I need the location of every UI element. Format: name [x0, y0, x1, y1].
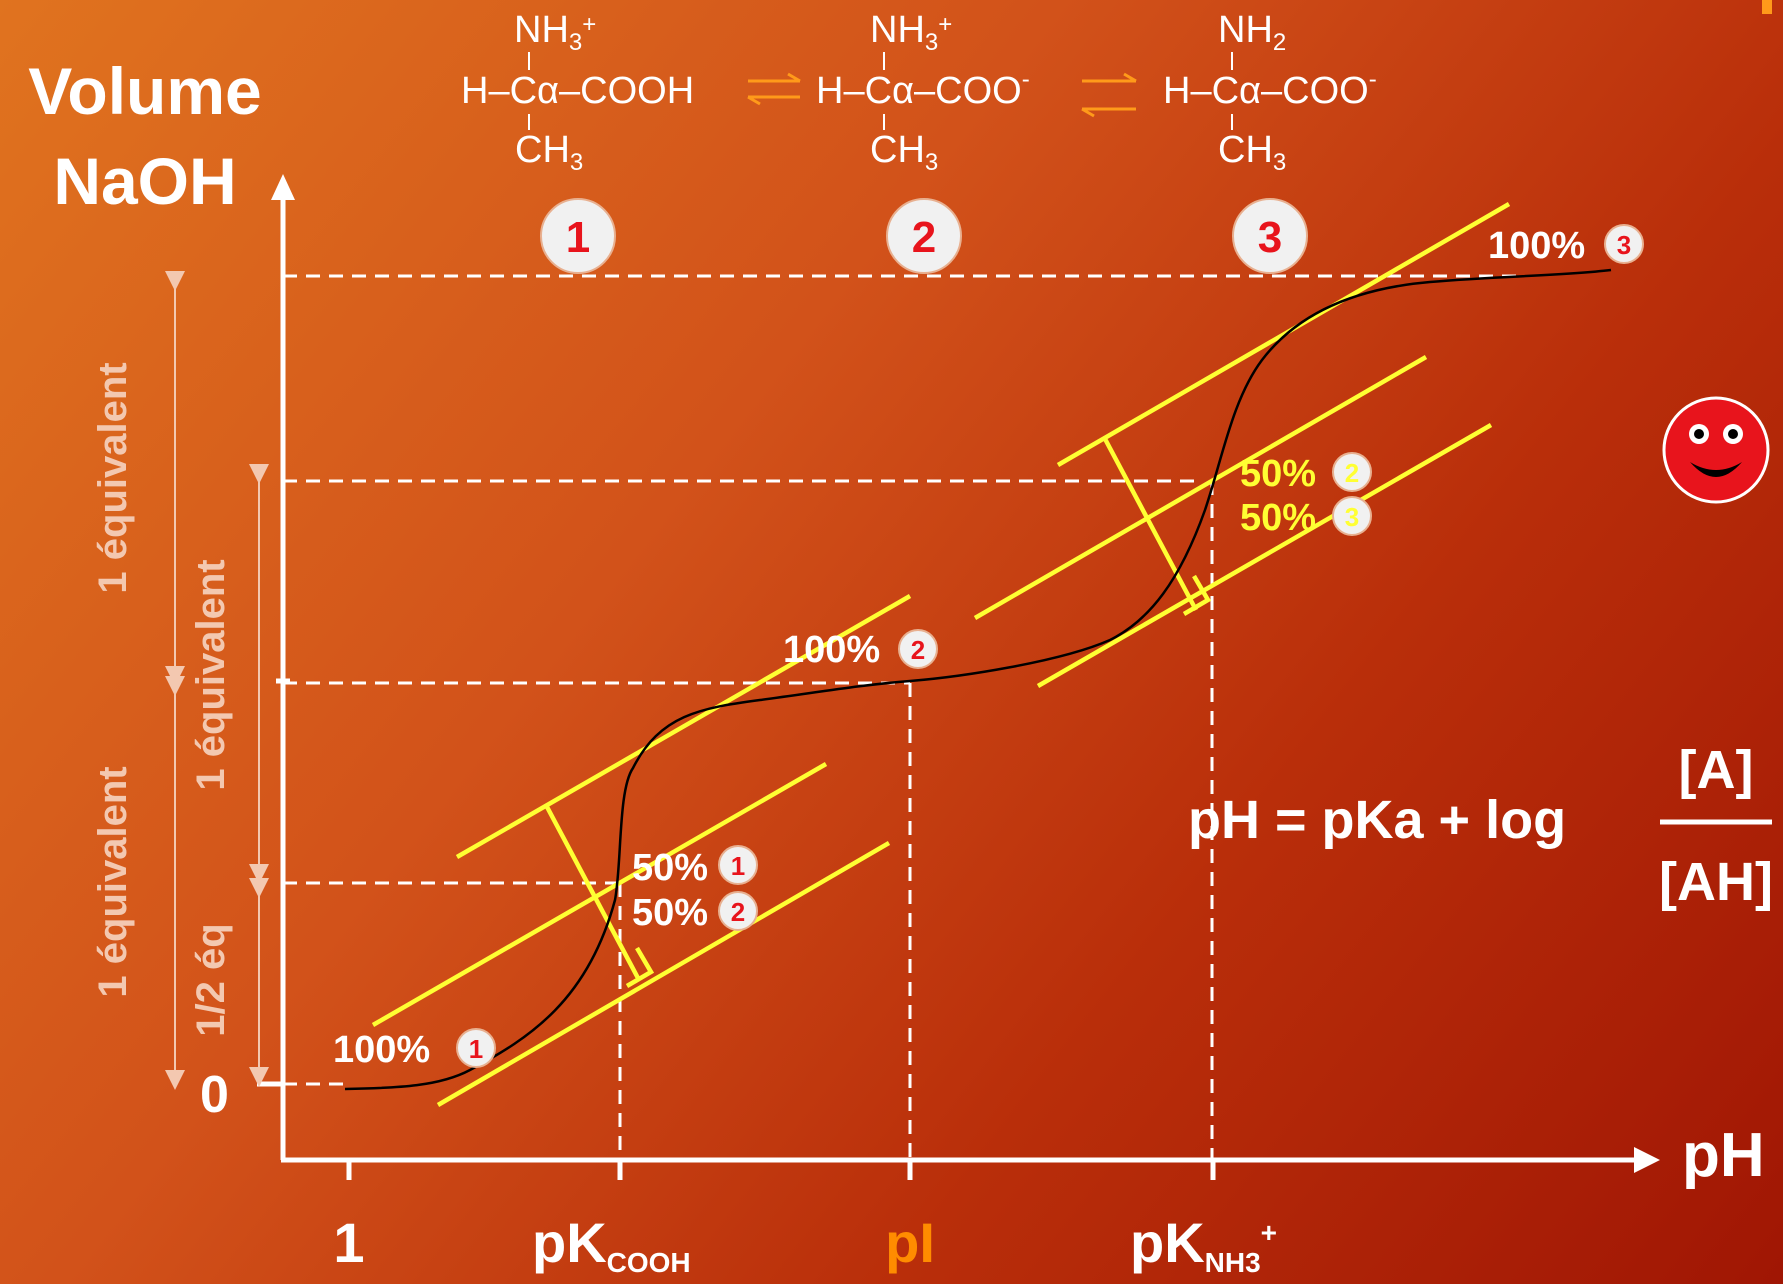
tangent-construction-1	[371, 594, 912, 1107]
x-label-pi: pI	[885, 1211, 935, 1274]
annotation-50pct-species-2-low: 50% 2	[632, 891, 758, 934]
svg-text:100%: 100%	[333, 1029, 430, 1071]
species-badge-1: 1	[540, 198, 616, 274]
tangent-construction-2	[973, 202, 1511, 688]
svg-text:100%: 100%	[783, 629, 880, 671]
svg-text:100%: 100%	[1488, 225, 1585, 267]
annotation-100pct-species-3: 100% 3	[1488, 224, 1644, 267]
svg-text:3: 3	[1258, 213, 1282, 262]
henderson-hasselbalch-formula: pH = pKa + log [A] [AH]	[1188, 740, 1773, 912]
svg-text:CH3: CH3	[515, 129, 583, 176]
y-axis-title-line2: NaOH	[53, 144, 236, 218]
svg-text:2: 2	[1345, 458, 1359, 488]
svg-text:H–Cα–COOH: H–Cα–COOH	[461, 70, 694, 112]
svg-text:1: 1	[469, 1034, 483, 1064]
annotation-50pct-species-2-high: 50% 2	[1240, 452, 1372, 495]
corner-accent	[1762, 0, 1772, 14]
y-axis-arrow-icon	[271, 174, 295, 200]
annotation-100pct-species-2: 100% 2	[783, 629, 938, 671]
x-label-pk-nh3: pKNH3+	[1130, 1211, 1277, 1278]
bracket-outer-lower: 1 équivalent	[91, 676, 185, 1090]
annotation-50pct-species-1: 50% 1	[632, 845, 758, 889]
svg-text:1: 1	[566, 213, 590, 262]
svg-text:50%: 50%	[632, 892, 708, 934]
svg-text:CH3: CH3	[1218, 129, 1286, 176]
svg-text:pKCOOH: pKCOOH	[532, 1211, 691, 1278]
label-1-equivalent-inner: 1 équivalent	[189, 559, 233, 790]
y-axis-zero-label: 0	[200, 1066, 229, 1124]
formula-denominator: [AH]	[1659, 852, 1773, 912]
svg-text:3: 3	[1617, 230, 1631, 260]
svg-text:50%: 50%	[1240, 497, 1316, 539]
label-1-equivalent-lower: 1 équivalent	[91, 766, 135, 997]
bracket-inner-upper: 1 équivalent	[189, 464, 269, 884]
x-label-pk-cooh: pKCOOH	[532, 1211, 691, 1278]
x-axis-title: pH	[1682, 1121, 1765, 1190]
species-1-structure: NH3+ H–Cα–COOH CH3	[461, 9, 694, 176]
x-label-1: 1	[333, 1211, 364, 1274]
bracket-inner-lower: 1/2 éq	[189, 878, 269, 1087]
svg-text:1: 1	[731, 851, 745, 881]
species-badge-2: 2	[886, 198, 962, 274]
smiley-face-icon	[1662, 396, 1770, 504]
species-2-structure: NH3+ H–Cα–COO- CH3	[816, 9, 1030, 176]
svg-text:2: 2	[912, 213, 936, 262]
svg-text:H–Cα–COO-: H–Cα–COO-	[816, 66, 1030, 112]
titration-curve	[344, 268, 1612, 1091]
equilibrium-arrows-2-3	[1081, 72, 1137, 118]
bracket-outer-upper: 1 équivalent	[91, 271, 185, 686]
svg-text:2: 2	[911, 635, 925, 665]
y-axis-title-line1: Volume	[28, 54, 261, 128]
formula-numerator: [A]	[1679, 740, 1754, 800]
svg-text:NH2: NH2	[1218, 9, 1286, 56]
formula-lhs: pH = pKa + log	[1188, 790, 1566, 850]
svg-text:NH3+: NH3+	[514, 9, 596, 56]
svg-text:2: 2	[731, 897, 745, 927]
annotation-100pct-species-1: 100% 1	[333, 1028, 496, 1071]
annotation-50pct-species-3: 50% 3	[1240, 496, 1372, 539]
svg-text:CH3: CH3	[870, 129, 938, 176]
species-3-structure: NH2 H–Cα–COO- CH3	[1163, 9, 1377, 176]
equilibrium-arrows-1-2	[747, 72, 801, 106]
svg-text:50%: 50%	[1240, 453, 1316, 495]
species-badge-3: 3	[1232, 198, 1308, 274]
label-1-equivalent-upper: 1 équivalent	[91, 362, 135, 593]
svg-text:H–Cα–COO-: H–Cα–COO-	[1163, 66, 1377, 112]
x-axis-arrow-icon	[1634, 1147, 1660, 1173]
svg-text:50%: 50%	[632, 847, 708, 889]
svg-text:3: 3	[1345, 502, 1359, 532]
svg-text:NH3+: NH3+	[870, 9, 952, 56]
label-half-equivalent: 1/2 éq	[189, 923, 233, 1036]
svg-text:pKNH3+: pKNH3+	[1130, 1211, 1277, 1278]
